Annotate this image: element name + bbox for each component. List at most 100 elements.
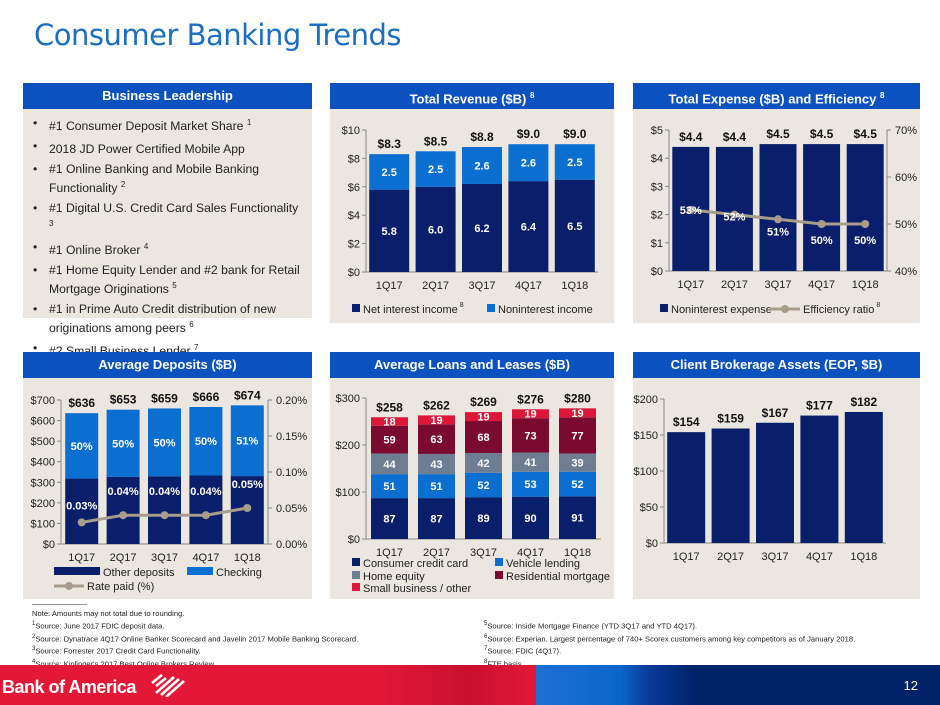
data-label: 39 [571, 458, 583, 470]
bar-segment [508, 181, 549, 272]
data-label: 6.2 [474, 223, 489, 235]
leadership-text: #1 in Prime Auto Credit distribution of … [49, 302, 276, 336]
total-label: $154 [673, 415, 700, 429]
legend-label: Checking [216, 567, 262, 579]
data-label: 50% [195, 436, 217, 448]
total-label: $269 [470, 395, 497, 409]
line-label: 50% [854, 235, 876, 247]
line-label: 0.04% [107, 486, 138, 498]
leadership-item: #1 Online Banking and Mobile Banking Fun… [33, 161, 304, 196]
leadership-text: #1 Home Equity Lender and #2 bank for Re… [49, 263, 300, 297]
y-tick-label: $3 [651, 181, 663, 193]
x-tick-label: 1Q17 [673, 551, 700, 563]
line-point [243, 504, 252, 512]
line-point [686, 205, 695, 214]
footnote-ref: 7 [193, 343, 199, 353]
data-label: 5.8 [382, 226, 397, 238]
bar-segment [148, 476, 181, 544]
panel-header: Client Brokerage Assets (EOP, $B) [633, 352, 920, 378]
line-point [119, 511, 128, 520]
footnote-number: 3 [32, 646, 36, 653]
leadership-item: #1 Digital U.S. Credit Card Sales Functi… [33, 200, 304, 235]
footnote-text: Source: June 2017 FDIC deposit data. [35, 621, 165, 631]
bar-segment [844, 411, 883, 543]
total-label: $674 [234, 388, 261, 402]
line-label: 53% [680, 205, 702, 217]
legend-footnote-ref: 8 [460, 302, 464, 309]
y-tick-label: $400 [31, 457, 55, 469]
footnote-ref: 4 [143, 242, 149, 252]
data-label: 87 [383, 514, 395, 526]
total-label: $177 [806, 399, 833, 413]
y-tick-label: $0 [348, 267, 360, 279]
bar-segment [554, 144, 595, 180]
bar-segment [465, 421, 502, 453]
line-point [160, 511, 169, 520]
line-label: 0.03% [66, 500, 97, 512]
bar-segment [512, 496, 549, 539]
footnote-text: Source: Dynatrace 4Q17 Online Banker Sco… [35, 634, 359, 644]
bar-segment [512, 471, 549, 497]
data-label: 42 [477, 458, 489, 470]
y2-tick-label: 0.00% [276, 539, 307, 551]
data-label: 2.6 [474, 161, 489, 173]
bar-segment [418, 498, 455, 539]
bar-segment [711, 428, 750, 543]
y-tick-label: $0 [651, 266, 663, 278]
bar-segment [559, 408, 596, 418]
footnote-number: 6 [484, 633, 488, 640]
legend-swatch [352, 571, 360, 579]
bar-segment [371, 498, 408, 539]
total-label: $9.0 [563, 127, 587, 141]
line-point [730, 210, 739, 219]
data-label: 2.6 [521, 158, 536, 170]
x-tick-label: 1Q17 [376, 280, 403, 292]
legend-swatch [495, 571, 503, 579]
footnote-text: FTE basis. [487, 659, 524, 669]
total-label: $8.8 [470, 130, 494, 144]
y-tick-label: $6 [348, 182, 360, 194]
footnote-number: 7 [484, 646, 488, 653]
x-tick-label: 4Q17 [515, 280, 542, 292]
rounding-note: Note: Amounts may not total due to round… [32, 609, 185, 618]
x-tick-label: 2Q17 [422, 280, 449, 292]
business-leadership-panel: Business Leadership #1 Consumer Deposit … [23, 83, 312, 359]
x-tick-label: 2Q17 [717, 551, 744, 563]
total-label: $4.5 [854, 127, 878, 141]
data-label: 52 [571, 479, 583, 491]
footnote-ref: 1 [246, 118, 252, 127]
footnote-divider [32, 604, 87, 605]
panel-header: Total Expense ($B) and Efficiency 8 [633, 83, 920, 109]
data-label: 50% [71, 441, 93, 453]
bar-segment [508, 144, 549, 182]
bar-segment [465, 497, 502, 539]
data-label: 43 [430, 459, 442, 471]
bar-segment [106, 409, 140, 477]
y-tick-label: $10 [342, 125, 360, 137]
legend-label: Rate paid (%) [87, 581, 154, 593]
y-tick-label: $4 [348, 210, 360, 222]
bar-segment [559, 471, 596, 497]
footnote-text: Source: FDIC (4Q17). [487, 646, 562, 656]
x-tick-label: 2Q17 [110, 552, 137, 564]
bar-segment [512, 452, 549, 472]
data-label: 6.4 [521, 222, 537, 234]
legend-footnote-ref: 8 [876, 302, 880, 309]
y-tick-label: $200 [634, 394, 658, 406]
bar-segment [65, 413, 99, 479]
x-tick-label: 4Q17 [808, 279, 835, 291]
flag-logo-icon [151, 673, 185, 697]
bar-segment [189, 475, 223, 544]
y-tick-label: $100 [31, 518, 55, 530]
footnote-ref: 8 [879, 91, 885, 100]
x-tick-label: 4Q17 [517, 547, 544, 559]
bar-segment [415, 186, 456, 272]
total-label: $659 [151, 391, 178, 405]
y-tick-label: $8 [348, 153, 360, 165]
bar-segment [667, 432, 706, 543]
bar-segment [418, 474, 455, 499]
y-tick-label: $200 [336, 440, 360, 452]
total-label: $262 [423, 398, 450, 412]
line-label: 0.04% [190, 486, 221, 498]
